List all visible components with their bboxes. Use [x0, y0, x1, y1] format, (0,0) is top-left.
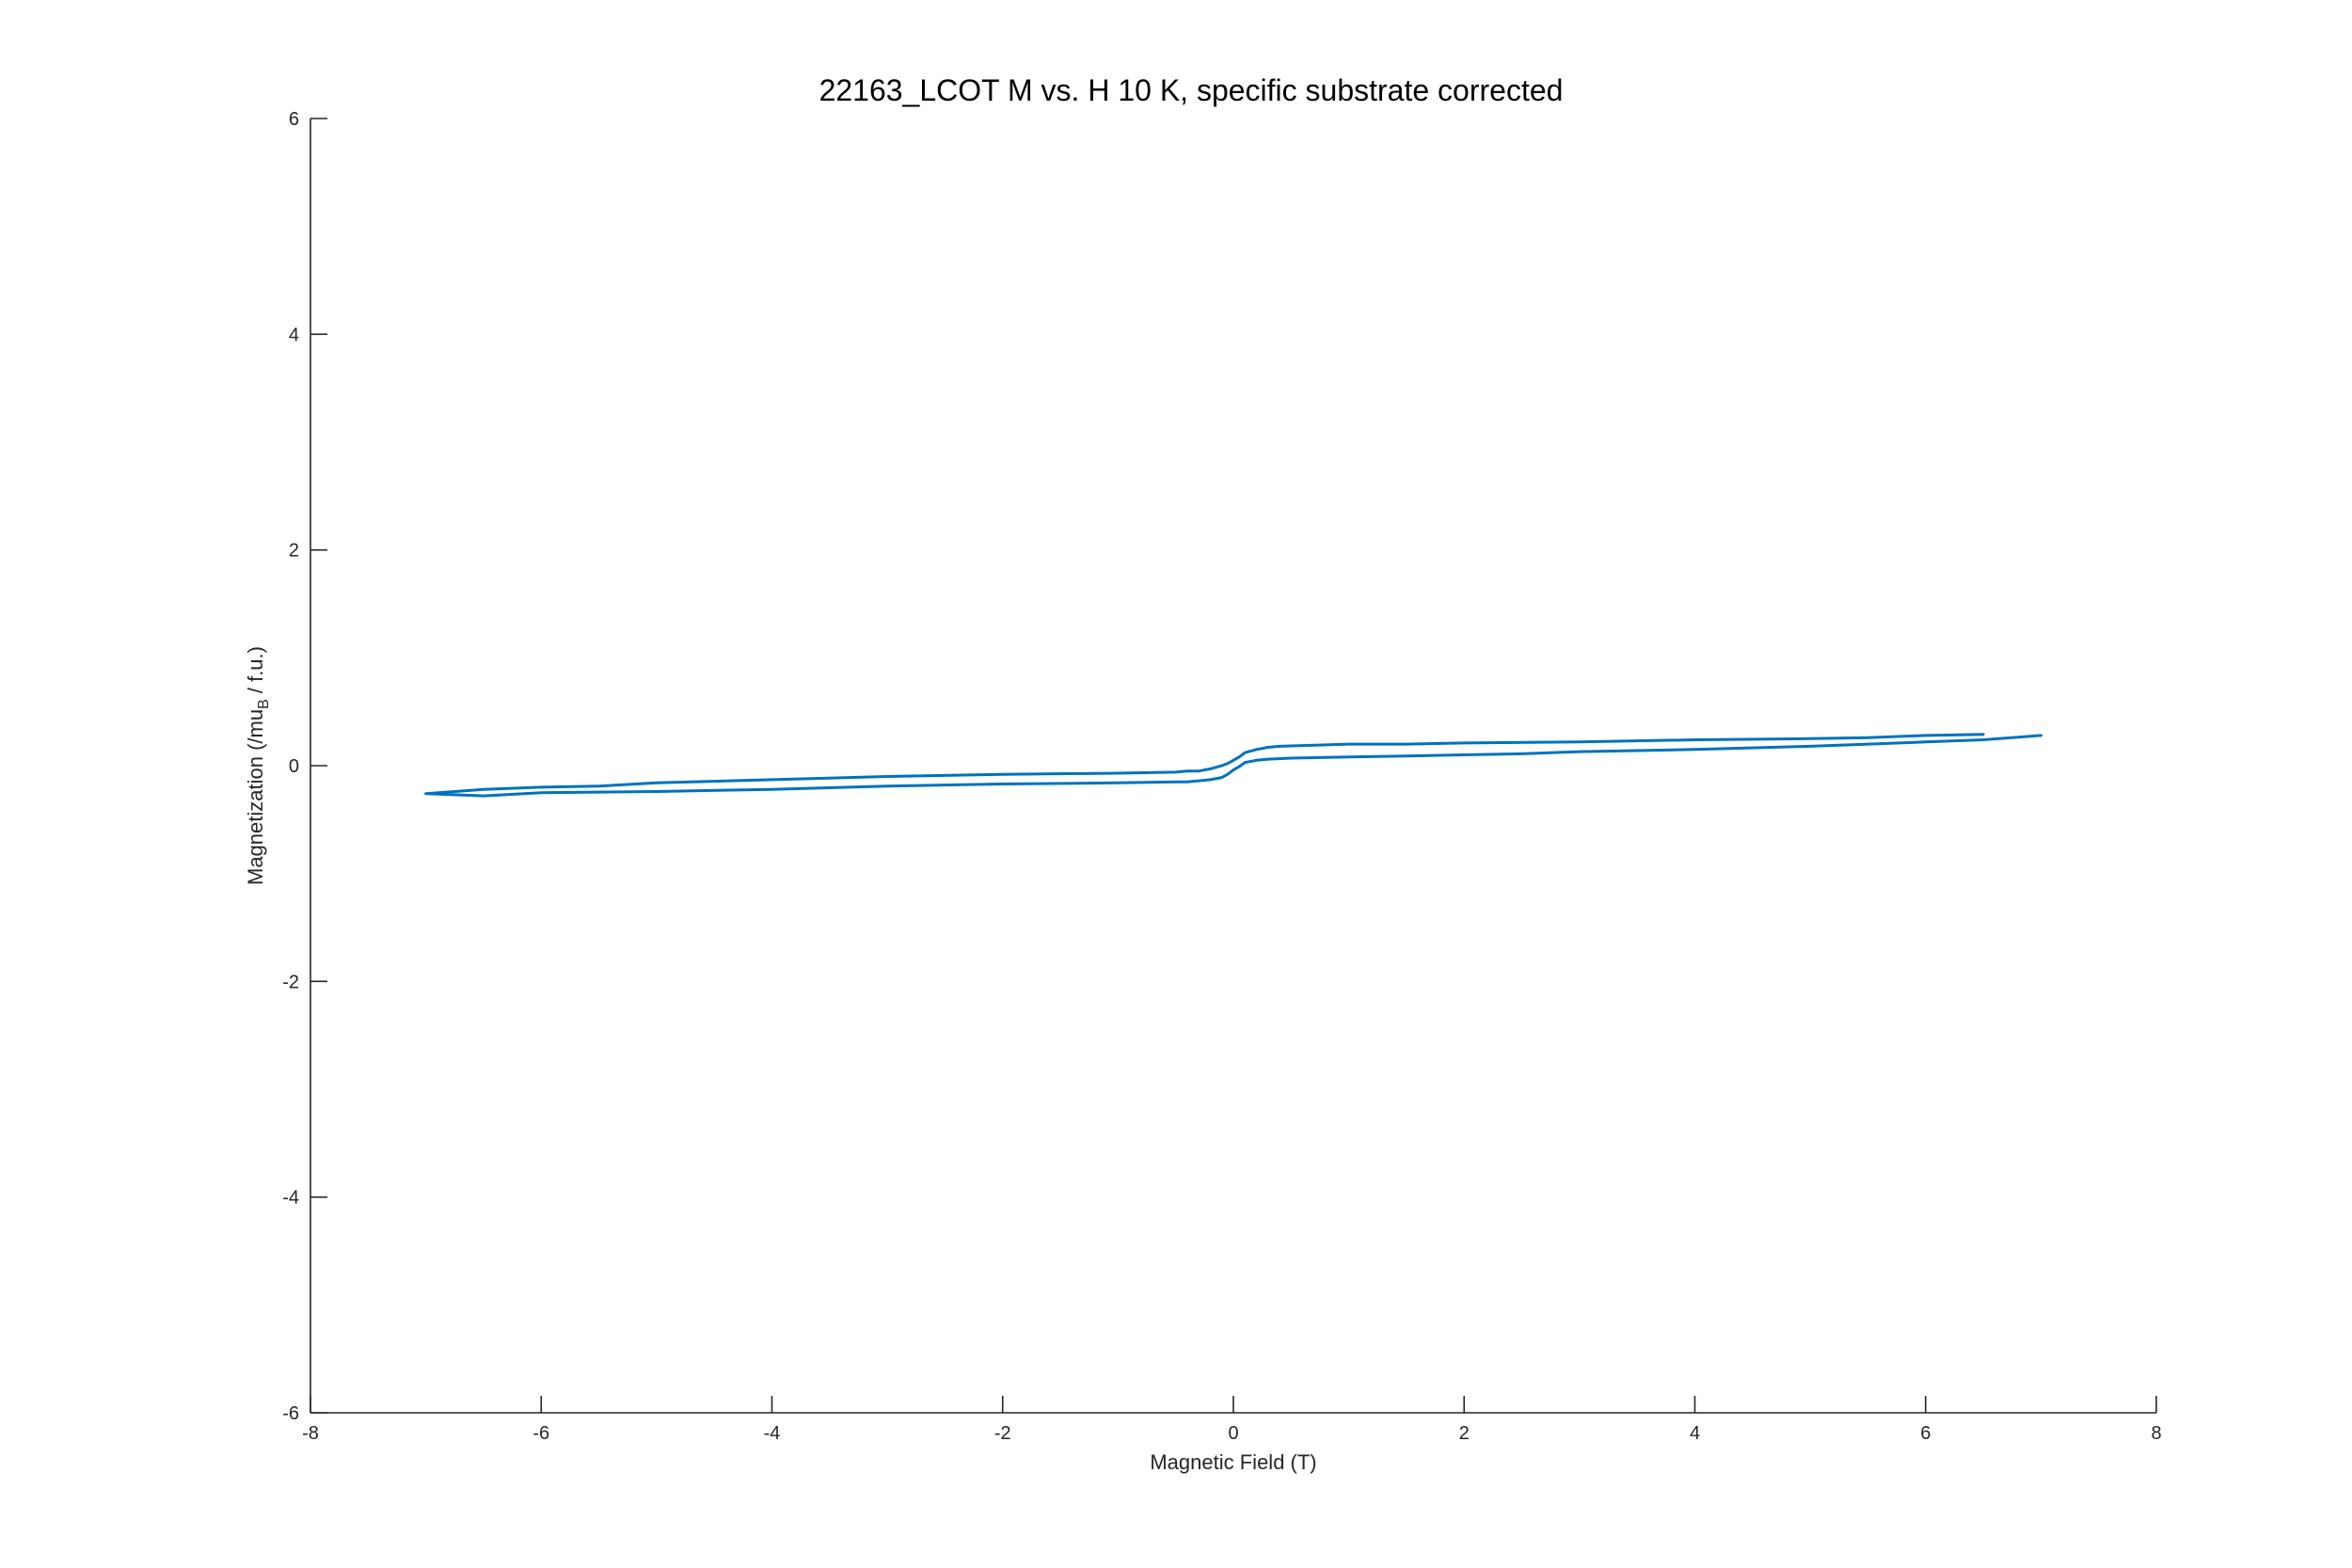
- chart-title: 22163_LCOT M vs. H 10 K, specific substr…: [819, 73, 1564, 107]
- y-ticks: -6 -4 -2 0 2 4 6: [282, 109, 327, 1424]
- series-line: [424, 733, 2042, 798]
- y-axis-label: Magnetization (/muB / f.u.): [244, 646, 272, 885]
- y-axis-label-main: Magnetization (/mu: [244, 709, 267, 885]
- y-tick-label: 4: [289, 325, 299, 345]
- x-tick-label: -8: [302, 1423, 319, 1444]
- y-tick-label: -6: [282, 1403, 299, 1424]
- x-tick-label: -6: [532, 1423, 549, 1444]
- y-tick-label: -4: [282, 1188, 299, 1209]
- x-axis-label: Magnetic Field (T): [1150, 1450, 1316, 1474]
- x-tick-label: 0: [1228, 1423, 1238, 1444]
- y-axis-label-subscript: B: [256, 699, 272, 709]
- plot-area: [424, 733, 2042, 798]
- y-tick-label: -2: [282, 972, 299, 992]
- x-tick-label: 6: [1920, 1423, 1931, 1444]
- x-tick-label: 8: [2151, 1423, 2161, 1444]
- x-tick-label: 2: [1459, 1423, 1470, 1444]
- y-tick-label: 0: [289, 756, 299, 777]
- x-ticks: -8 -6 -4 -2 0 2 4 6 8: [302, 1396, 2162, 1444]
- x-tick-label: -2: [994, 1423, 1011, 1444]
- x-tick-label: -4: [764, 1423, 781, 1444]
- axes: [310, 119, 2156, 1414]
- y-tick-label: 6: [289, 109, 299, 130]
- y-tick-label: 2: [289, 541, 299, 562]
- x-tick-label: 4: [1690, 1423, 1700, 1444]
- y-axis-label-tail: / f.u.): [244, 646, 267, 699]
